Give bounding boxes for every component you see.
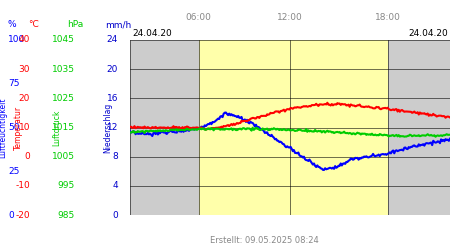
Text: 24: 24	[107, 36, 118, 44]
Text: 1045: 1045	[52, 36, 75, 44]
Text: 40: 40	[18, 36, 30, 44]
Text: 1025: 1025	[52, 94, 75, 103]
Text: 995: 995	[58, 181, 75, 190]
Text: °C: °C	[28, 20, 39, 29]
Text: 12:00: 12:00	[277, 13, 303, 22]
Text: 985: 985	[58, 210, 75, 220]
Text: mm/h: mm/h	[105, 20, 131, 29]
Text: 30: 30	[18, 65, 30, 74]
Text: 24.04.20: 24.04.20	[408, 29, 448, 38]
Text: Niederschlag: Niederschlag	[104, 102, 112, 152]
Text: 25: 25	[8, 167, 19, 176]
Text: hPa: hPa	[67, 20, 83, 29]
Bar	[387, 40, 450, 215]
Text: Luftdruck: Luftdruck	[53, 109, 62, 146]
Text: 0: 0	[24, 152, 30, 161]
Text: 12: 12	[107, 123, 118, 132]
Text: %: %	[8, 20, 17, 29]
Bar	[199, 40, 387, 215]
Text: 18:00: 18:00	[375, 13, 400, 22]
Text: 100: 100	[8, 36, 25, 44]
Text: 0: 0	[112, 210, 118, 220]
Bar	[130, 40, 199, 215]
Text: 06:00: 06:00	[186, 13, 212, 22]
Text: 10: 10	[18, 123, 30, 132]
Text: 50: 50	[8, 123, 19, 132]
Text: 1015: 1015	[52, 123, 75, 132]
Text: 20: 20	[18, 94, 30, 103]
Text: Luftfeuchtigkeit: Luftfeuchtigkeit	[0, 97, 8, 158]
Text: 4: 4	[112, 181, 118, 190]
Text: 20: 20	[107, 65, 118, 74]
Text: 1005: 1005	[52, 152, 75, 161]
Text: -10: -10	[15, 181, 30, 190]
Text: 16: 16	[107, 94, 118, 103]
Text: Erstellt: 09.05.2025 08:24: Erstellt: 09.05.2025 08:24	[210, 236, 319, 245]
Text: 75: 75	[8, 79, 19, 88]
Text: Temperatur: Temperatur	[14, 106, 22, 150]
Text: 8: 8	[112, 152, 118, 161]
Text: -20: -20	[15, 210, 30, 220]
Text: 24.04.20: 24.04.20	[132, 29, 172, 38]
Text: 1035: 1035	[52, 65, 75, 74]
Text: 0: 0	[8, 210, 14, 220]
